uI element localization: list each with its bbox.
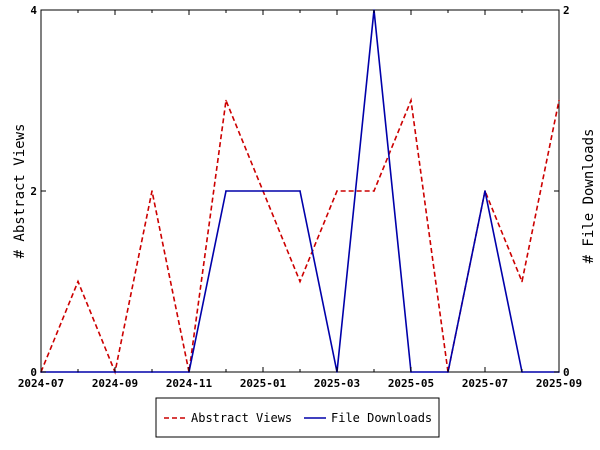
data-point-abstract-views (373, 190, 375, 192)
left-axis-title: # Abstract Views (12, 124, 28, 259)
data-point-abstract-views (336, 190, 338, 192)
y-left-tick-label: 4 (30, 4, 37, 17)
data-point-abstract-views (151, 190, 153, 192)
x-tick-label: 2024-11 (166, 377, 213, 390)
x-tick-label: 2025-03 (314, 377, 360, 390)
y-left-tick-label: 2 (30, 185, 37, 198)
data-point-abstract-views (77, 280, 79, 283)
data-point-abstract-views (410, 99, 412, 102)
data-point-abstract-views (225, 99, 227, 102)
legend-label-file-downloads: File Downloads (331, 411, 432, 425)
right-axis-title: # File Downloads (581, 129, 597, 264)
x-tick-label: 2024-07 (18, 377, 64, 390)
legend: Abstract Views File Downloads (155, 397, 440, 438)
data-point-file-downloads (299, 190, 301, 192)
x-tick-label: 2025-07 (462, 377, 508, 390)
legend-box (155, 397, 440, 438)
legend-label-abstract-views: Abstract Views (191, 411, 292, 425)
y-left-tick-label: 0 (30, 366, 37, 379)
x-tick-label: 2025-09 (536, 377, 582, 390)
data-point-abstract-views (558, 99, 560, 102)
x-tick-label: 2025-05 (388, 377, 434, 390)
data-point-abstract-views (299, 280, 301, 283)
tick-layer: 2024-07 2024-09 2024-11 2025-01 2025-03 2025-… (18, 4, 582, 390)
data-point-file-downloads (225, 190, 227, 192)
data-point-file-downloads (262, 190, 264, 192)
data-point-file-downloads (484, 190, 486, 192)
y-right-tick-label: 2 (563, 4, 570, 17)
data-point-abstract-views (521, 280, 523, 283)
y-right-tick-label: 0 (563, 366, 570, 379)
x-tick-label: 2025-01 (240, 377, 287, 390)
x-tick-label: 2024-09 (92, 377, 138, 390)
